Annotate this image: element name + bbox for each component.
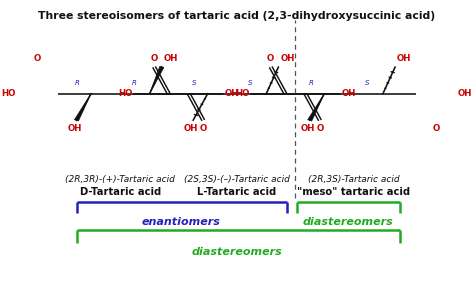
Text: diastereomers: diastereomers [191,247,283,257]
Text: "meso" tartaric acid: "meso" tartaric acid [297,187,410,197]
Text: Three stereoisomers of tartaric acid (2,3-dihydroxysuccinic acid): Three stereoisomers of tartaric acid (2,… [38,10,436,21]
Text: L-Tartaric acid: L-Tartaric acid [197,187,277,197]
Text: enantiomers: enantiomers [142,217,221,227]
Text: OH: OH [341,89,356,98]
Text: O: O [34,54,41,63]
Text: S: S [192,80,197,86]
Text: OH: OH [397,54,411,63]
Text: O: O [433,124,440,133]
Text: O: O [267,54,274,63]
Polygon shape [308,94,324,121]
Text: S: S [248,80,253,86]
Text: S: S [365,80,369,86]
Text: O: O [316,124,324,133]
Text: D-Tartaric acid: D-Tartaric acid [80,187,161,197]
Text: OH: OH [301,124,315,133]
Text: diastereomers: diastereomers [303,217,393,227]
Text: OH: OH [225,89,239,98]
Text: R: R [75,80,80,86]
Text: OH: OH [280,54,295,63]
Text: OH: OH [184,124,199,133]
Text: (2R,3S)-Tartaric acid: (2R,3S)-Tartaric acid [308,175,400,184]
Text: OH: OH [164,54,178,63]
Polygon shape [150,66,164,94]
Text: HO: HO [235,89,249,98]
Text: HO: HO [118,89,133,98]
Text: (2R,3R)-(+)-Tartaric acid: (2R,3R)-(+)-Tartaric acid [65,175,175,184]
Text: OH: OH [458,89,472,98]
Text: OH: OH [67,124,82,133]
Text: (2S,3S)-(–)-Tartaric acid: (2S,3S)-(–)-Tartaric acid [184,175,290,184]
Polygon shape [74,94,91,121]
Text: O: O [200,124,207,133]
Text: R: R [309,80,313,86]
Text: R: R [131,80,136,86]
Text: O: O [150,54,158,63]
Text: HO: HO [2,89,16,98]
